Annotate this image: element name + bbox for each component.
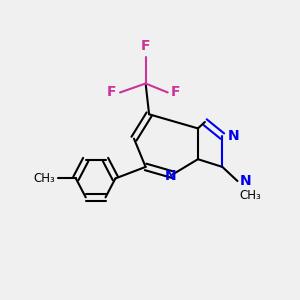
Text: F: F bbox=[141, 39, 150, 53]
Text: N: N bbox=[165, 169, 176, 183]
Text: CH₃: CH₃ bbox=[33, 172, 55, 185]
Text: N: N bbox=[240, 174, 251, 188]
Text: N: N bbox=[228, 129, 240, 143]
Text: F: F bbox=[107, 85, 116, 100]
Text: CH₃: CH₃ bbox=[240, 189, 262, 202]
Text: F: F bbox=[171, 85, 181, 100]
